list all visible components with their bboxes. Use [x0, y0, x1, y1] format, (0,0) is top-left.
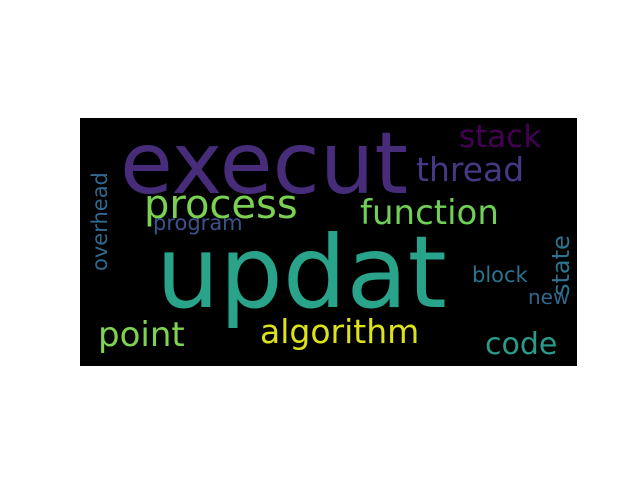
word-state: state [547, 235, 575, 296]
word-new: new [528, 285, 570, 309]
word-thread: thread [416, 150, 525, 189]
word-code: code [485, 327, 558, 362]
word-process: process [144, 182, 298, 228]
word-cloud-panel: updat execut process function thread sta… [80, 118, 577, 366]
word-execut: execut [120, 118, 409, 214]
word-updat: updat [156, 214, 447, 331]
word-algorithm: algorithm [260, 312, 420, 351]
word-point: point [98, 315, 185, 355]
word-function: function [360, 193, 499, 233]
word-block: block [472, 263, 528, 287]
word-overhead: overhead [88, 172, 112, 271]
word-program: program [153, 211, 243, 235]
word-stack: stack [459, 119, 542, 155]
